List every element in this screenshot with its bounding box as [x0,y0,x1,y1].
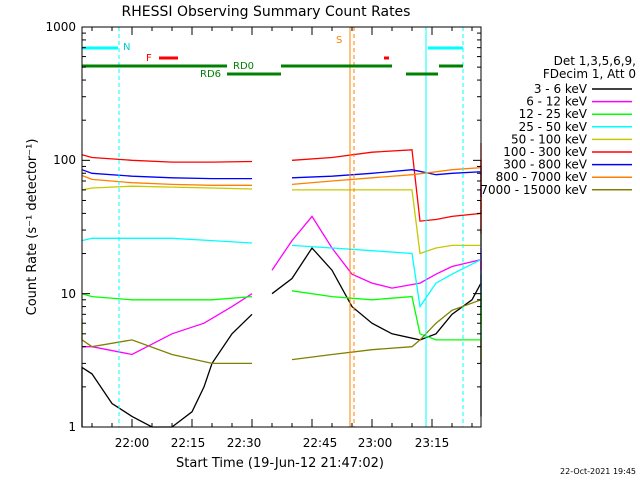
legend-label: 25 - 50 keV [519,120,588,134]
series-line [82,293,253,356]
flag-rd0-label: RD0 [233,61,254,72]
x-tick-label: 22:30 [227,436,262,450]
legend-label: 12 - 25 keV [519,107,588,121]
flag-f-label: F [146,53,152,64]
y-tick-label: 10 [61,287,76,301]
legend-label: 100 - 300 keV [503,145,587,159]
series-line [292,189,482,255]
y-axis: 1 10 100 1000 [45,20,481,434]
series-line [81,154,253,163]
x-tick-label: 22:45 [303,436,338,450]
series-line [291,166,482,186]
legend-header: Det 1,3,5,6,9, [554,54,636,68]
x-axis: 22:00 22:15 22:30 22:45 23:00 23:15 [91,27,473,450]
x-tick-label: 23:00 [358,436,393,450]
series-line [81,313,253,428]
x-tick-label: 22:15 [171,436,206,450]
legend-label: 6 - 12 keV [526,95,588,109]
series-line [271,246,482,341]
series-line [81,169,252,180]
y-axis-label: Count Rate (s⁻¹ detector⁻¹) [25,139,40,316]
series-line [271,210,482,289]
legend-header: FDecim 1, Att 0 [543,67,636,81]
x-tick-label: 23:15 [415,436,450,450]
chart-title: RHESSI Observing Summary Count Rates [122,4,411,20]
footer-date: 22-Oct-2021 19:45 [560,467,636,476]
series-line [291,166,482,181]
series-layer [81,143,482,428]
legend-label: 300 - 800 keV [503,158,587,172]
y-tick-label: 1000 [45,20,76,34]
flag-s-label: S [336,35,342,46]
legend: Det 1,3,5,6,9, FDecim 1, Att 0 3 - 6 keV… [480,54,636,197]
overlay-layer [82,27,464,427]
flag-rd6-label: RD6 [200,69,221,80]
x-axis-label: Start Time (19-Jun-12 21:47:02) [176,456,384,471]
series-2 [81,290,482,341]
series-4 [81,185,482,255]
series-line [81,293,253,301]
legend-label: 50 - 100 keV [511,132,588,146]
series-5 [81,143,482,234]
plot-frame [81,26,482,428]
series-1 [82,210,482,356]
series-line [291,293,482,361]
series-line [81,237,253,244]
series-3 [81,226,482,315]
series-line [81,185,253,191]
legend-label: 3 - 6 keV [534,82,588,96]
series-0 [81,246,482,428]
flag-n-label: N [123,42,130,53]
legend-label: 7000 - 15000 keV [480,183,587,197]
y-tick-label: 100 [53,153,76,167]
x-tick-label: 22:00 [115,436,150,450]
y-tick-label: 1 [68,420,76,434]
series-line [291,290,482,341]
series-line [81,174,252,186]
legend-label: 800 - 7000 keV [496,170,588,184]
series-6 [81,166,482,198]
